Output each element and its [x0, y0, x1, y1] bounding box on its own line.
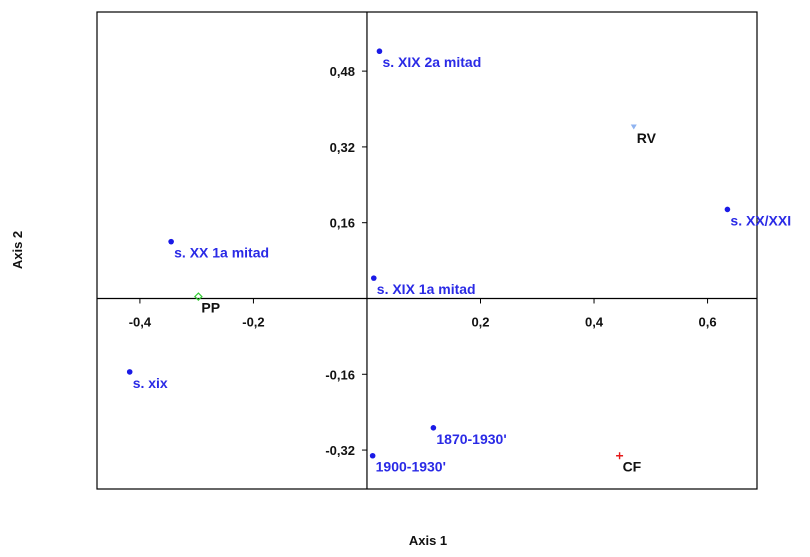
ticks-layer: -0,4 -0,2 0,2 0,4 0,6 0,48 0,32 0,16 -0,16 -0,32: [129, 64, 717, 458]
y-tick-label: 0,48: [330, 64, 355, 79]
data-point: s. XX/XXI: [724, 206, 791, 228]
point-marker: [430, 425, 437, 431]
data-point: 1870-1930': [430, 425, 507, 447]
data-point: CF: [616, 452, 642, 475]
x-tick-label: 0,6: [699, 314, 717, 329]
axes-layer: [97, 12, 757, 489]
point-label: s. XX 1a mitad: [174, 245, 269, 261]
x-axis-title: Axis 1: [409, 533, 447, 548]
point-marker: [370, 275, 377, 281]
y-tick-label: 0,16: [330, 216, 355, 231]
point-label: s. XIX 2a mitad: [382, 54, 481, 70]
data-point: s. xix: [126, 369, 168, 391]
point-label: s. xix: [133, 375, 168, 391]
data-point: 1900-1930': [369, 452, 446, 475]
plot-frame: [96, 11, 758, 490]
data-point: PP: [194, 292, 220, 316]
x-tick-label: 0,4: [585, 314, 604, 329]
x-tick-label: -0,2: [242, 314, 264, 329]
y-axis-title: Axis 2: [10, 231, 25, 269]
point-marker: [194, 292, 203, 301]
point-marker: [126, 369, 133, 375]
point-label: s. XIX 1a mitad: [377, 281, 476, 297]
point-label: CF: [623, 459, 642, 475]
x-tick-label: -0,4: [129, 314, 152, 329]
point-marker: [630, 124, 637, 130]
point-marker: [616, 452, 624, 460]
y-tick-label: -0,16: [325, 367, 355, 382]
point-marker: [724, 206, 731, 213]
points-layer: s. XIX 2a mitad s. XX/XXI s. XX 1a mitad s.…: [126, 48, 791, 475]
point-label: 1900-1930': [376, 459, 446, 475]
point-label: PP: [201, 300, 220, 316]
data-point: RV: [630, 124, 657, 146]
x-tick-label: 0,2: [471, 314, 489, 329]
data-point: s. XIX 1a mitad: [370, 275, 476, 297]
point-marker: [376, 48, 383, 55]
data-point: s. XX 1a mitad: [168, 238, 269, 261]
point-marker: [168, 238, 174, 245]
y-tick-label: 0,32: [330, 140, 355, 155]
point-label: RV: [637, 130, 657, 146]
point-label: 1870-1930': [436, 431, 506, 447]
data-point: s. XIX 2a mitad: [376, 48, 481, 70]
point-marker: [369, 452, 376, 459]
point-label: s. XX/XXI: [730, 212, 791, 228]
y-tick-label: -0,32: [325, 443, 355, 458]
